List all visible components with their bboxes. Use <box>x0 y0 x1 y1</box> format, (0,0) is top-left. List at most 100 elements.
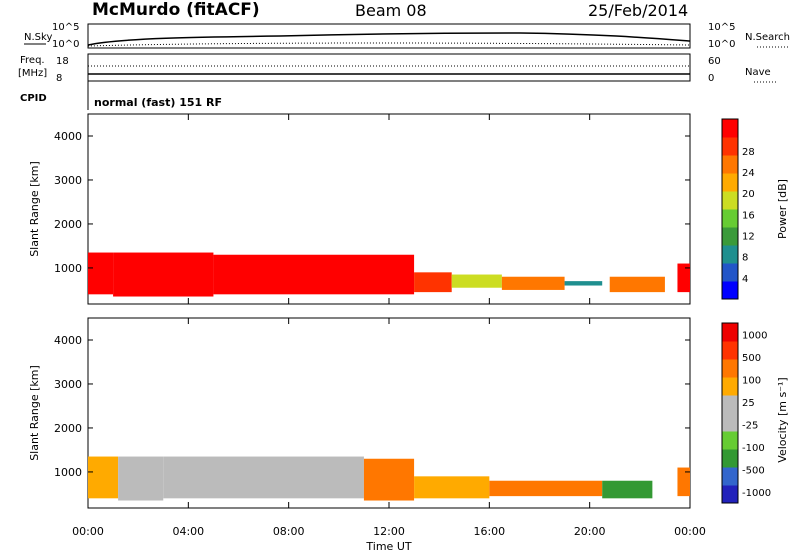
power-echo-region <box>213 254 415 295</box>
power-echo-region <box>451 274 502 288</box>
velocity-echo-region <box>414 476 490 499</box>
nsky-label: N.Sky <box>24 32 52 43</box>
time-tick-label: 12:00 <box>373 525 405 538</box>
power-colorbar-swatch <box>722 173 738 192</box>
velocity-colorbar-tick: -500 <box>742 465 765 476</box>
velocity-colorbar-swatch <box>722 467 738 486</box>
power-colorbar-swatch <box>722 263 738 282</box>
nsky-line <box>87 32 691 46</box>
velocity-echo-region <box>88 456 119 499</box>
power-echo-region <box>113 252 214 297</box>
velocity-colorbar-swatch <box>722 377 738 396</box>
time-tick-label: 04:00 <box>172 525 204 538</box>
power-ytick-label: 1000 <box>54 262 82 275</box>
velocity-colorbar-tick: 25 <box>742 398 755 409</box>
power-panel: 1000 2000 3000 4000 Slant Range [km] <box>28 113 691 305</box>
velocity-ytick-label: 4000 <box>54 334 82 347</box>
power-colorbar-swatch <box>722 155 738 174</box>
cpid-label: CPID <box>20 93 47 104</box>
power-echo-region <box>414 272 452 293</box>
power-colorbar-tick: 16 <box>742 210 755 221</box>
velocity-echo-region <box>118 456 164 501</box>
velocity-echo-region <box>602 480 653 499</box>
nave-tick-low: 0 <box>708 73 714 84</box>
power-echo-region <box>501 276 565 290</box>
velocity-colorbar-tick: 100 <box>742 375 761 386</box>
power-colorbar-tick: 24 <box>742 168 755 179</box>
power-colorbar-frame <box>721 118 739 300</box>
nave-tick-high: 60 <box>708 56 721 67</box>
velocity-echo-region <box>489 480 603 497</box>
power-colorbar-swatch <box>722 281 738 300</box>
power-ylabel: Slant Range [km] <box>28 161 41 257</box>
velocity-echo-region <box>677 467 690 497</box>
freq-tick-low: 8 <box>56 73 62 84</box>
time-axis-label: Time UT <box>365 540 411 553</box>
time-tick-label: 00:00 <box>674 525 706 538</box>
velocity-colorbar-tick: -25 <box>742 420 758 431</box>
power-colorbar-tick: 12 <box>742 231 755 242</box>
nsearch-tick-low: 10^0 <box>708 39 735 50</box>
velocity-colorbar-tick: 500 <box>742 353 761 364</box>
time-tick-label: 16:00 <box>473 525 505 538</box>
station-title: McMurdo (fitACF) <box>92 0 260 20</box>
velocity-marks <box>88 456 690 501</box>
velocity-colorbar: 1000 500 100 25 -25 -100 -500 -1000 <box>721 322 771 504</box>
velocity-colorbar-swatch <box>722 413 738 432</box>
velocity-echo-region <box>363 458 415 501</box>
velocity-colorbar-tick: -1000 <box>742 488 771 499</box>
nsearch-label: N.Search <box>745 32 790 43</box>
time-tick-label: 20:00 <box>574 525 606 538</box>
nsky-tick-low: 10^0 <box>52 39 79 50</box>
freq-label: Freq. <box>20 55 45 66</box>
power-colorbar-swatch <box>722 137 738 156</box>
velocity-ytick-label: 3000 <box>54 378 82 391</box>
velocity-colorbar-frame <box>721 322 739 504</box>
velocity-colorbar-tick: 1000 <box>742 330 767 341</box>
power-colorbar-swatch <box>722 119 738 138</box>
power-colorbar-swatch <box>722 227 738 246</box>
velocity-y-axis: 1000 2000 3000 4000 <box>54 334 690 479</box>
freq-unit: [MHz] <box>18 68 47 79</box>
velocity-colorbar-swatch <box>722 359 738 378</box>
power-colorbar-swatch <box>722 209 738 228</box>
cpid-value: normal (fast) 151 RF <box>94 96 222 109</box>
power-colorbar-tick: 20 <box>742 189 755 200</box>
power-y-axis: 1000 2000 3000 4000 <box>54 130 690 275</box>
nsearch-tick-high: 10^5 <box>708 22 735 33</box>
power-colorbar: 4 8 12 16 20 24 28 <box>721 118 755 300</box>
time-tick-label: 00:00 <box>72 525 104 538</box>
time-tick-label: 08:00 <box>273 525 305 538</box>
power-colorbar-tick: 4 <box>742 274 748 285</box>
power-echo-region <box>609 276 665 293</box>
power-echo-region <box>564 281 603 286</box>
power-colorbar-tick: 8 <box>742 253 748 264</box>
velocity-colorbar-label: Velocity [m s⁻¹] <box>776 377 789 462</box>
power-echo-region <box>677 263 690 293</box>
velocity-ylabel: Slant Range [km] <box>28 365 41 461</box>
power-echo-region <box>88 252 114 295</box>
power-colorbar-tick: 28 <box>742 147 755 158</box>
velocity-echo-region <box>163 456 239 499</box>
power-colorbar-swatch <box>722 191 738 210</box>
velocity-colorbar-swatch <box>722 395 738 414</box>
power-colorbar-label: Power [dB] <box>776 179 789 239</box>
velocity-colorbar-swatch <box>722 341 738 360</box>
noise-panel <box>87 23 691 49</box>
power-ytick-label: 4000 <box>54 130 82 143</box>
nsky-tick-high: 10^5 <box>52 22 79 33</box>
power-ytick-label: 3000 <box>54 174 82 187</box>
velocity-colorbar-swatch <box>722 449 738 468</box>
power-ytick-label: 2000 <box>54 218 82 231</box>
power-colorbar-swatch <box>722 245 738 264</box>
freq-panel <box>87 53 691 82</box>
nsearch-line <box>87 42 691 47</box>
velocity-colorbar-swatch <box>722 431 738 450</box>
nave-label: Nave <box>745 67 771 78</box>
date-title: 25/Feb/2014 <box>588 1 688 20</box>
velocity-colorbar-tick: -100 <box>742 443 765 454</box>
velocity-colorbar-swatch <box>722 323 738 342</box>
velocity-echo-region <box>238 456 364 499</box>
velocity-ytick-label: 2000 <box>54 422 82 435</box>
